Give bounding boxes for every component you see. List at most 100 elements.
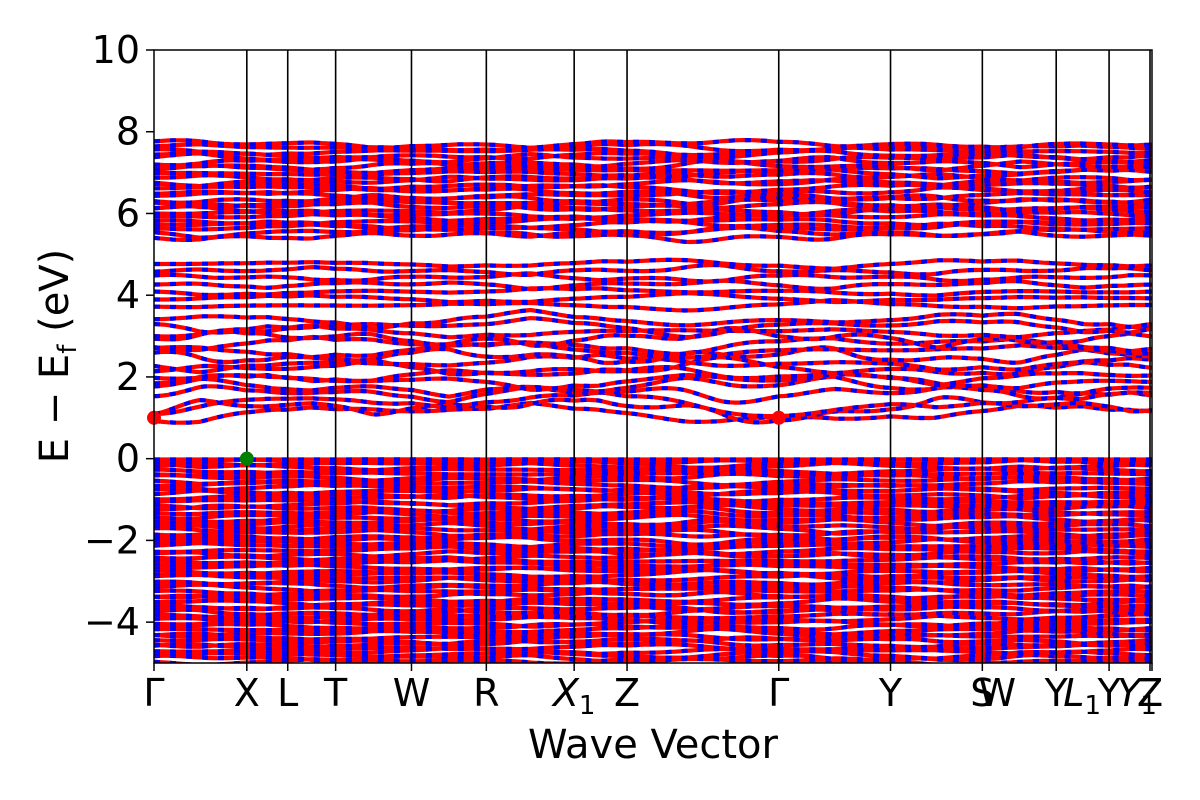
band-line-blue (154, 582, 1152, 594)
band-line-blue (154, 400, 1152, 425)
band-edge-markers (147, 410, 786, 466)
x-tick-label: S (970, 671, 994, 715)
band-line-blue (154, 638, 1152, 650)
band-line-red (154, 325, 1152, 350)
y-tick-label: −2 (84, 518, 140, 562)
band-line-blue (154, 257, 1152, 271)
band-line-blue (154, 505, 1152, 517)
band-line-blue (154, 207, 1152, 220)
band-line-red (154, 384, 1152, 405)
y-tick-label: −4 (84, 600, 140, 644)
band-line-blue (154, 587, 1152, 598)
x-tick-label: W (393, 671, 431, 715)
y-tick-label: 6 (116, 191, 140, 235)
band-line-blue (154, 155, 1152, 170)
band-line-blue (154, 364, 1152, 388)
band-line-blue (154, 262, 1152, 277)
band-line-blue (154, 170, 1152, 184)
band-line-blue (154, 534, 1152, 547)
band-line-blue (154, 499, 1152, 511)
y-tick-label: 2 (116, 355, 140, 399)
band-line-blue (154, 460, 1152, 474)
band-line-blue (154, 390, 1152, 419)
x-tick-label: Γ (143, 671, 164, 715)
band-line-blue (154, 531, 1152, 542)
band-line-blue (154, 340, 1152, 360)
x-tick-label: Y (1044, 671, 1069, 715)
x-tick-label: L1 (1063, 671, 1101, 721)
y-tick-label: 10 (92, 28, 140, 72)
x-tick-label: X1 (551, 671, 596, 721)
band-line-blue (154, 596, 1152, 608)
x-tick-label: T (323, 671, 348, 715)
x-tick-label: L (277, 671, 298, 715)
band-line-blue (154, 221, 1152, 236)
band-line-blue (154, 138, 1152, 151)
band-line-blue (154, 649, 1152, 661)
band-line-blue (154, 555, 1152, 566)
x-tick-label: W (979, 671, 1017, 715)
high-symmetry-lines (246, 50, 1151, 663)
band-line-blue (154, 635, 1152, 646)
x-tick-label: Y1 (1117, 671, 1157, 721)
band-line-blue (154, 334, 1152, 357)
band-line-blue (154, 626, 1152, 639)
band-line-blue (154, 176, 1152, 192)
band-line-blue (154, 189, 1152, 202)
x-tick-label: Γ (768, 671, 789, 715)
x-tick-label: Y (1096, 671, 1121, 715)
band-line-blue (154, 145, 1152, 160)
band-line-blue (154, 482, 1152, 493)
band-line-blue (154, 192, 1152, 207)
band-line-blue (154, 558, 1152, 569)
plot-frame (153, 49, 1153, 664)
vbm-marker (239, 451, 254, 466)
band-line-blue (154, 540, 1152, 553)
band-line-blue (154, 167, 1152, 181)
band-lines (154, 138, 1152, 663)
band-line-blue (154, 607, 1152, 618)
band-line-blue (154, 315, 1152, 340)
band-line-blue (154, 645, 1152, 657)
y-axis-title-subscript: f (53, 344, 83, 354)
band-line-blue (154, 479, 1152, 491)
band-line-blue (154, 471, 1152, 483)
band-line-blue (154, 278, 1152, 292)
band-line-blue (154, 517, 1152, 529)
y-tick-label: 0 (116, 437, 140, 481)
band-line-blue (154, 572, 1152, 583)
x-axis-title: Wave Vector (528, 722, 779, 768)
x-tick-label: R (473, 671, 499, 715)
band-line-blue (154, 307, 1152, 331)
x-tick-label: Z (1137, 671, 1163, 715)
band-line-blue (154, 470, 1152, 478)
band-line-blue (154, 518, 1152, 532)
y-axis-title-main: E − E (32, 354, 78, 464)
band-line-blue (154, 371, 1152, 392)
band-line-blue (154, 549, 1152, 559)
band-line-blue (154, 562, 1152, 573)
band-line-blue (154, 508, 1152, 521)
x-tick-label: X (234, 671, 260, 715)
band-line-blue (154, 575, 1152, 587)
band-line-blue (154, 271, 1152, 284)
y-tick-label: 4 (116, 273, 140, 317)
band-line-blue (154, 297, 1152, 313)
x-tick-label: Z (614, 671, 640, 715)
band-line-blue (154, 523, 1152, 536)
band-line-blue (154, 622, 1152, 632)
cbm-marker (771, 410, 786, 425)
band-line-blue (154, 158, 1152, 173)
y-axis-title: E − Ef (eV) (32, 249, 83, 464)
y-tick-label: 8 (116, 110, 140, 154)
band-line-blue (154, 291, 1152, 305)
band-line-blue (154, 512, 1152, 525)
band-line-blue (154, 151, 1152, 165)
band-line-blue (154, 492, 1152, 504)
band-line-blue (154, 182, 1152, 196)
band-line-blue (154, 355, 1152, 377)
y-axis-title-unit: (eV) (32, 249, 78, 345)
y-axis-ticks: −4 −2 0 2 4 6 8 10 (84, 28, 154, 644)
